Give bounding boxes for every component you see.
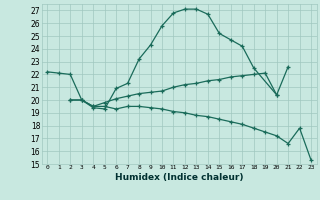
X-axis label: Humidex (Indice chaleur): Humidex (Indice chaleur) [115,173,244,182]
